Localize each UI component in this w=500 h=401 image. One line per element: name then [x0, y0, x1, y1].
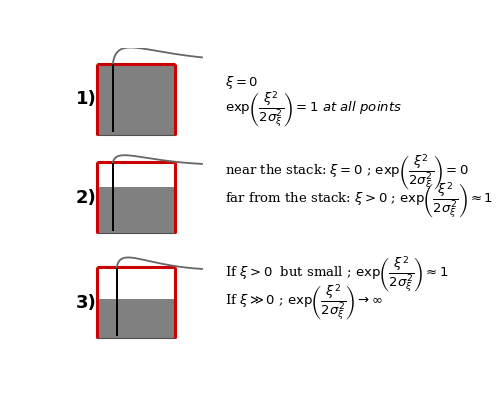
Text: near the stack: $\xi = 0$ ; $\exp\!\left(\dfrac{\xi^2}{2\sigma_\xi^2}\right) = 0: near the stack: $\xi = 0$ ; $\exp\!\left…: [225, 153, 469, 193]
Text: $\xi = 0$: $\xi = 0$: [225, 74, 258, 91]
Text: $\exp\!\left(\dfrac{\xi^2}{2\sigma_\xi^2}\right) = 1\ \mathit{at\ all\ points}$: $\exp\!\left(\dfrac{\xi^2}{2\sigma_\xi^2…: [225, 89, 402, 130]
Bar: [98, 267, 175, 338]
Text: far from the stack: $\xi > 0$ ; $\exp\!\left(\dfrac{\xi^2}{2\sigma_\xi^2}\right): far from the stack: $\xi > 0$ ; $\exp\!\…: [225, 181, 493, 221]
Bar: [98, 162, 175, 233]
Bar: [98, 162, 175, 233]
Bar: [112, 162, 114, 231]
Text: 3): 3): [76, 294, 97, 312]
Text: 1): 1): [76, 90, 97, 108]
Text: If $\xi \gg 0$ ; $\exp\!\left(\dfrac{\xi^2}{2\sigma_\xi^2}\right) \to \infty$: If $\xi \gg 0$ ; $\exp\!\left(\dfrac{\xi…: [225, 283, 383, 323]
Bar: [98, 267, 175, 338]
Bar: [98, 64, 175, 135]
Bar: [98, 64, 175, 135]
Bar: [112, 63, 114, 132]
Bar: [116, 267, 118, 336]
Bar: [98, 162, 175, 187]
Text: If $\xi > 0$  but small ; $\exp\!\left(\dfrac{\xi^2}{2\sigma_\xi^2}\right) \appr: If $\xi > 0$ but small ; $\exp\!\left(\d…: [225, 255, 449, 296]
Bar: [98, 267, 175, 299]
Text: 2): 2): [76, 189, 97, 207]
